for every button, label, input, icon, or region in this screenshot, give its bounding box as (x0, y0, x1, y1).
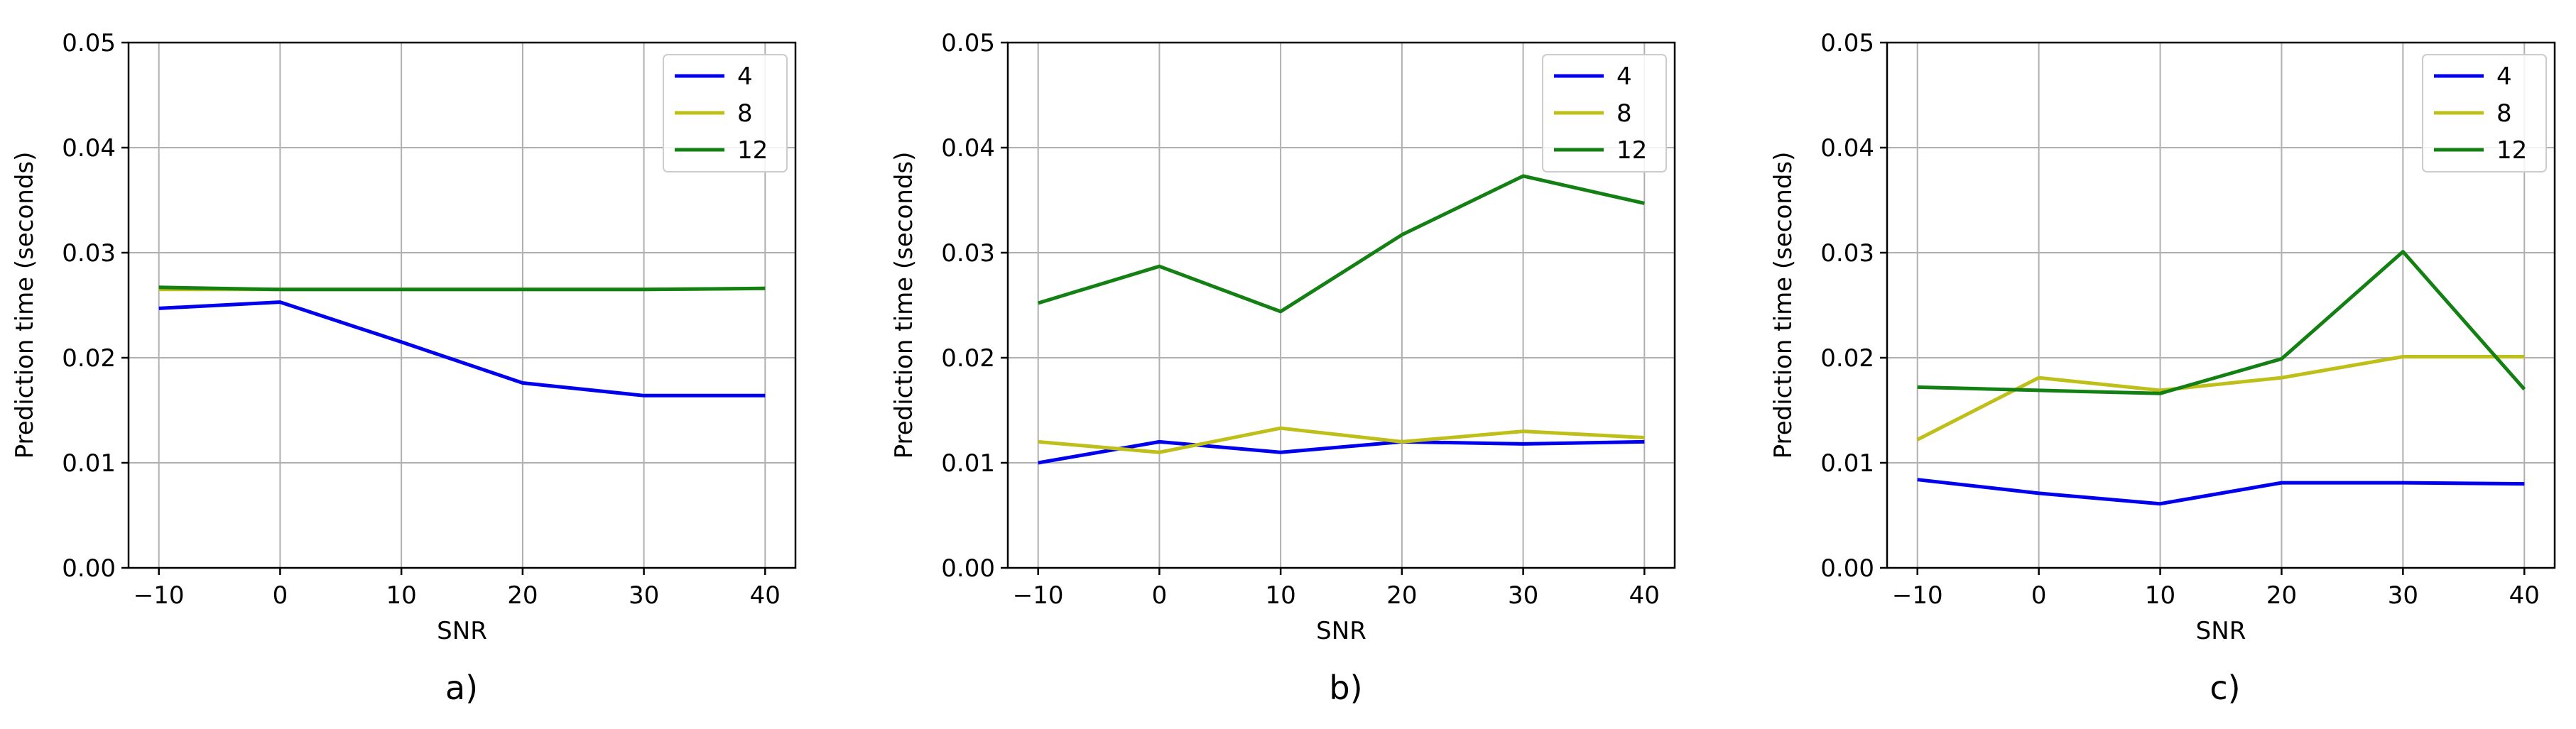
legend-label: 4 (737, 62, 753, 91)
x-tick-label: 0 (1152, 581, 1168, 610)
y-tick-label: 0.03 (62, 239, 116, 268)
y-tick-label: 0.01 (941, 449, 995, 478)
legend-label: 12 (737, 136, 768, 165)
series-line-4 (1038, 439, 1645, 465)
y-tick-label: 0.00 (941, 554, 995, 583)
x-tick-label: 0 (2031, 581, 2047, 610)
x-tick-label: 10 (1266, 581, 1296, 610)
legend-label: 12 (1616, 136, 1647, 165)
legend: 4 8 12 (1542, 54, 1667, 172)
series-line-8 (1916, 355, 2525, 442)
x-axis-label: SNR (2196, 617, 2246, 645)
plot-frame (1886, 41, 2556, 569)
y-axis-label: Prediction time (seconds) (890, 152, 918, 459)
y-tick-label: 0.04 (941, 134, 995, 163)
series-line-12 (1037, 174, 1645, 314)
legend: 4 8 12 (2422, 54, 2547, 172)
y-axis-label: Prediction time (seconds) (1769, 152, 1798, 459)
legend-label: 8 (737, 99, 753, 128)
y-tick-label: 0.02 (62, 344, 116, 373)
legend-label: 8 (2496, 99, 2512, 128)
x-tick-label: −10 (1892, 581, 1943, 610)
legend: 4 8 12 (663, 54, 788, 172)
panel-caption: c) (2210, 669, 2240, 707)
legend-label: 8 (1616, 99, 1632, 128)
series-line-12 (1917, 250, 2526, 395)
x-tick-label: 40 (750, 581, 781, 610)
x-tick-label: 0 (273, 581, 288, 610)
x-axis-label: SNR (1316, 617, 1366, 645)
legend-label: 12 (2496, 136, 2527, 165)
x-tick-label: 20 (507, 581, 538, 610)
series-line-4 (158, 300, 766, 398)
legend-label: 4 (1616, 62, 1632, 91)
plot-frame (1006, 41, 1676, 569)
legend-box (1542, 54, 1667, 172)
panel-caption: b) (1329, 669, 1362, 707)
y-tick-label: 0.05 (941, 29, 995, 57)
y-tick-label: 0.00 (1820, 554, 1874, 583)
x-tick-label: 30 (1508, 581, 1538, 610)
y-tick-label: 0.04 (62, 134, 116, 163)
legend-label: 4 (2496, 62, 2512, 91)
x-tick-label: 10 (386, 581, 417, 610)
y-tick-label: 0.03 (941, 239, 995, 268)
y-tick-label: 0.05 (62, 29, 116, 57)
x-tick-label: −10 (134, 581, 185, 610)
y-tick-label: 0.05 (1820, 29, 1874, 57)
x-axis-label: SNR (437, 617, 487, 645)
x-tick-label: 30 (629, 581, 659, 610)
legend-box (663, 54, 788, 172)
y-axis-label: Prediction time (seconds) (11, 152, 39, 459)
x-tick-label: 30 (2388, 581, 2418, 610)
y-tick-label: 0.01 (62, 449, 116, 478)
series-line-12 (158, 285, 766, 292)
x-tick-label: 20 (2266, 581, 2297, 610)
chart-panel-1: −10 0 10 20 30 40 0.00 0.01 0.02 0.03 0.04 0.05 SNR P… (11, 29, 797, 707)
y-tick-label: 0.04 (1820, 134, 1874, 163)
y-tick-label: 0.02 (1820, 344, 1874, 373)
chart-panel-2: −10 0 10 20 30 40 0.00 0.01 0.02 0.03 0.04 0.05 SNR P… (890, 29, 1676, 707)
x-tick-label: −10 (1013, 581, 1064, 610)
x-tick-label: 40 (1629, 581, 1660, 610)
x-tick-label: 10 (2145, 581, 2175, 610)
legend-box (2422, 54, 2547, 172)
series-line-8 (1038, 426, 1645, 454)
x-tick-label: 20 (1386, 581, 1417, 610)
series-line-4 (1917, 478, 2525, 506)
y-tick-label: 0.02 (941, 344, 995, 373)
panel-caption: a) (445, 669, 478, 707)
y-tick-label: 0.03 (1820, 239, 1874, 268)
y-tick-label: 0.01 (1820, 449, 1874, 478)
chart-panel-3: −10 0 10 20 30 40 0.00 0.01 0.02 0.03 0.04 0.05 SNR P… (1769, 29, 2556, 707)
x-tick-label: 40 (2509, 581, 2540, 610)
plot-frame (127, 41, 797, 569)
y-tick-label: 0.00 (62, 554, 116, 583)
